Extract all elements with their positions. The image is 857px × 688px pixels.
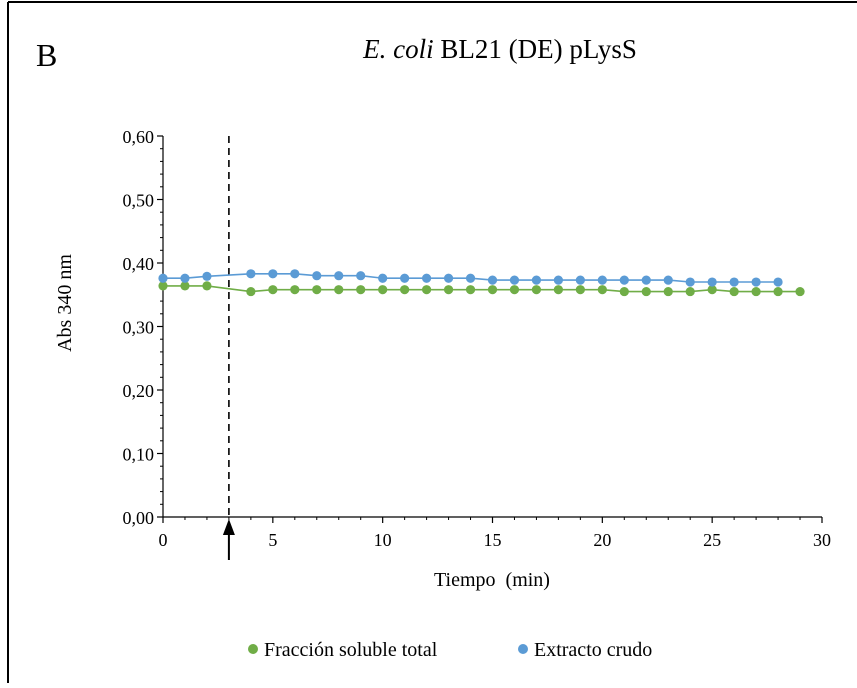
data-point [465,285,476,295]
series-extracto-crudo [158,269,783,287]
data-point [180,273,190,283]
series-layer [158,269,805,297]
panel-letter: B [36,37,57,73]
y-tick-label: 0,00 [123,508,155,528]
data-point [663,286,673,297]
data-point [378,285,388,295]
data-point [487,275,498,285]
data-point [334,285,344,295]
data-point [619,275,629,285]
data-point [378,273,388,283]
data-point [465,273,476,283]
data-point [356,271,366,281]
data-point [729,286,739,297]
data-point [795,286,805,297]
data-point [422,273,432,283]
axes: 0,00 0,10 0,20 0,30 0,40 0,50 0,60 0 5 10 15 20 25 30 [123,127,831,560]
data-point [553,285,564,295]
data-point [773,286,783,297]
legend-marker-extracto [518,644,528,654]
x-tick-label: 10 [374,530,392,550]
data-point [356,285,366,295]
data-point [312,271,322,281]
data-point [158,281,168,291]
data-point [531,285,542,295]
x-tick-label: 0 [159,530,168,550]
legend-label-extracto: Extracto crudo [534,639,652,661]
y-tick-label: 0,40 [123,254,155,274]
data-point [575,285,585,295]
x-axis-label: Tiempo (min) [434,569,550,591]
data-point [641,275,651,285]
data-point [619,286,629,297]
data-point [641,286,651,297]
y-tick-label: 0,20 [123,381,155,401]
chart-title: E. coli BL21 (DE) pLysS [362,34,637,64]
series-fraccion-soluble-total [158,281,805,297]
legend-marker-fraccion [248,644,258,654]
y-tick-label: 0,30 [123,318,155,338]
data-point [290,269,300,279]
data-point [773,277,783,287]
chart-title-rest: BL21 (DE) pLysS [434,34,637,64]
x-tick-label: 15 [484,530,502,550]
data-point [290,285,300,295]
chart-title-italic: E. coli [362,34,433,64]
annotation-arrow-head [222,519,235,535]
data-point [509,275,520,285]
data-point [180,281,190,291]
data-point [707,285,717,295]
data-point [553,275,564,285]
data-point [685,277,695,287]
x-tick-label: 20 [593,530,611,550]
data-point [422,285,432,295]
series-line [163,285,800,293]
data-point [597,275,607,285]
data-point [400,273,410,283]
data-point [202,271,212,281]
data-point [707,277,717,287]
data-point [268,285,278,295]
legend-label-fraccion: Fracción soluble total [264,639,438,661]
x-tick-label: 5 [268,530,277,550]
data-point [751,277,761,287]
data-point [575,275,585,285]
x-tick-label: 30 [813,530,831,550]
data-point [487,285,498,295]
data-point [509,285,520,295]
data-point [663,275,673,285]
data-point [312,285,322,295]
data-point [597,285,607,295]
y-tick-label: 0,10 [123,445,155,465]
y-tick-label: 0,50 [123,191,155,211]
legend: Fracción soluble total Extracto crudo [248,639,652,661]
data-point [246,286,256,297]
data-point [443,285,454,295]
data-point [443,273,454,283]
data-point [158,273,168,283]
data-point [531,275,542,285]
y-axis-label: Abs 340 nm [54,254,76,352]
series-line [163,272,779,283]
y-tick-label: 0,60 [123,127,155,147]
x-tick-label: 25 [703,530,721,550]
data-point [268,269,278,279]
data-point [685,286,695,297]
data-point [246,269,256,279]
data-point [334,271,344,281]
data-point [202,281,212,291]
data-point [751,286,761,297]
data-point [729,277,739,287]
data-point [400,285,410,295]
